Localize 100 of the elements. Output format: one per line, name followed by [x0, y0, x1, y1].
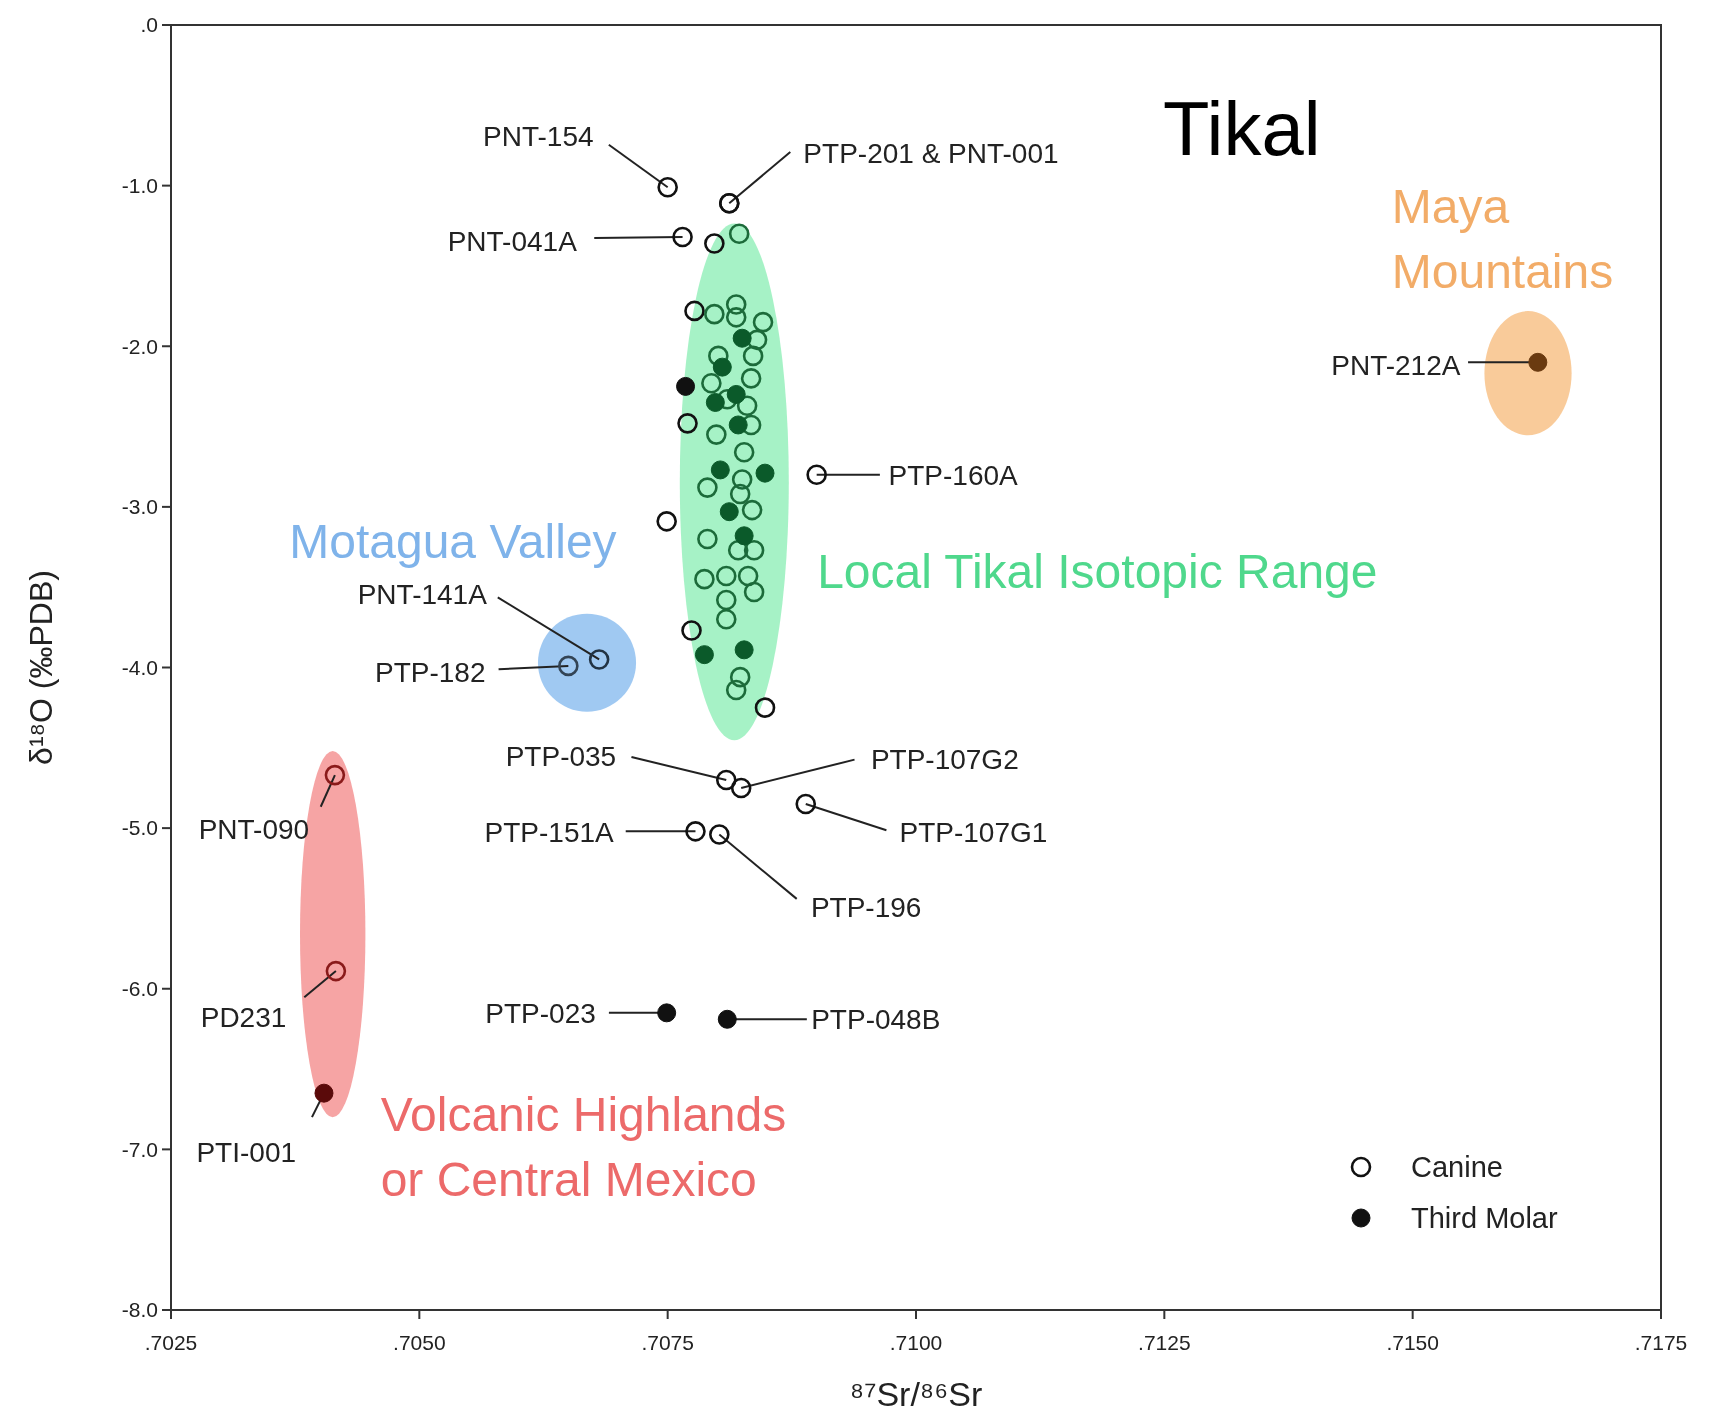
- point: [681, 620, 702, 641]
- point: [588, 649, 610, 670]
- point: [725, 307, 747, 328]
- x-tick-label: .7050: [393, 1331, 446, 1354]
- point: [740, 368, 762, 389]
- annotation: Local Tikal Isotopic Range: [817, 544, 1378, 598]
- point: [726, 384, 746, 404]
- annotation: PTP-151A: [484, 817, 615, 849]
- point: [325, 960, 347, 982]
- annotation: Motagua Valley: [289, 515, 617, 569]
- annotation: PNT-090: [198, 814, 310, 846]
- point: [712, 357, 732, 377]
- point: [710, 460, 730, 480]
- annotation: PTP-182: [374, 657, 486, 689]
- y-tick-label: -4.0: [121, 655, 158, 679]
- point: [672, 226, 693, 248]
- point: [734, 526, 754, 546]
- point: [657, 176, 678, 198]
- x-tick-label: .7075: [641, 1331, 694, 1354]
- point: [705, 392, 725, 412]
- point: [730, 777, 752, 799]
- annotation: PTP-107G2: [870, 744, 1019, 776]
- point: [727, 539, 749, 561]
- point: [806, 464, 827, 486]
- annotation: PNT-141A: [357, 578, 488, 610]
- point: [752, 311, 774, 333]
- point: [743, 581, 765, 603]
- point: [725, 679, 747, 701]
- y-axis-title: δ¹⁸O (‰PDB): [23, 570, 59, 765]
- x-axis-title: ⁸⁷Sr/⁸⁶Sr: [849, 1375, 983, 1413]
- point: [732, 328, 752, 348]
- point: [715, 565, 737, 587]
- annotation: PTP-048B: [811, 1004, 941, 1036]
- y-tick-label: -6.0: [121, 977, 158, 1001]
- point: [743, 539, 765, 561]
- point: [656, 511, 677, 532]
- point: [708, 345, 729, 367]
- point: [725, 294, 747, 315]
- point: [755, 463, 775, 483]
- point: [719, 502, 739, 522]
- y-tick-label: -1.0: [121, 173, 158, 197]
- point: [715, 769, 737, 791]
- y-tick-label: .0: [140, 13, 158, 37]
- point: [736, 395, 758, 416]
- point: [684, 300, 705, 322]
- point: [697, 528, 718, 550]
- point: [754, 697, 776, 718]
- annotation: PTP-107G1: [899, 817, 1048, 849]
- y-tick-label: -8.0: [121, 1298, 158, 1322]
- point: [733, 441, 755, 463]
- point: [704, 303, 725, 325]
- annotation: PTP-201 & PNT-001: [803, 137, 1059, 169]
- point: [706, 424, 727, 445]
- point: [729, 666, 751, 688]
- point: [697, 477, 718, 498]
- point: [701, 372, 722, 394]
- legend-label: Third Molar: [1411, 1202, 1558, 1235]
- y-tick-label: -2.0: [121, 334, 158, 358]
- x-tick-label: .7175: [1634, 1331, 1688, 1354]
- point: [685, 821, 706, 842]
- legend-label: Canine: [1411, 1151, 1503, 1184]
- point: [715, 609, 737, 630]
- annotation: Volcanic Highlands or Central Mexico: [380, 1087, 787, 1206]
- point: [737, 565, 759, 587]
- point: [704, 233, 725, 254]
- x-tick-label: .7025: [144, 1331, 198, 1354]
- annotation: Maya Mountains: [1391, 180, 1614, 299]
- x-tick-label: .7100: [889, 1331, 943, 1354]
- point: [731, 469, 753, 490]
- point: [728, 223, 750, 245]
- point: [676, 376, 696, 396]
- annotation: PNT-212A: [1331, 350, 1461, 382]
- x-tick-label: .7150: [1386, 1331, 1439, 1354]
- point: [324, 764, 346, 786]
- annotation: PTP-160A: [888, 459, 1019, 491]
- point: [742, 345, 764, 367]
- point: [657, 1003, 677, 1023]
- y-tick-label: -5.0: [121, 816, 158, 840]
- point: [729, 483, 751, 505]
- annotation: PNT-154: [483, 120, 594, 152]
- point: [741, 499, 763, 521]
- point: [715, 589, 737, 611]
- annotation: PTP-023: [485, 997, 596, 1029]
- point: [558, 655, 579, 677]
- point: [694, 645, 714, 665]
- point: [709, 824, 730, 845]
- point: [734, 640, 754, 660]
- annotation: PTP-196: [810, 892, 922, 924]
- point: [746, 329, 768, 351]
- annotation: PTI-001: [196, 1136, 297, 1168]
- point: [677, 413, 698, 434]
- point: [314, 1083, 334, 1103]
- point: [694, 568, 715, 590]
- point: [728, 415, 748, 435]
- annotation: PTP-035: [505, 740, 617, 772]
- annotation: PD231: [200, 1001, 287, 1033]
- point: [717, 1009, 737, 1029]
- text: Tikal: [1163, 86, 1321, 171]
- x-tick-label: .7125: [1138, 1331, 1191, 1354]
- y-tick-label: -7.0: [121, 1137, 158, 1161]
